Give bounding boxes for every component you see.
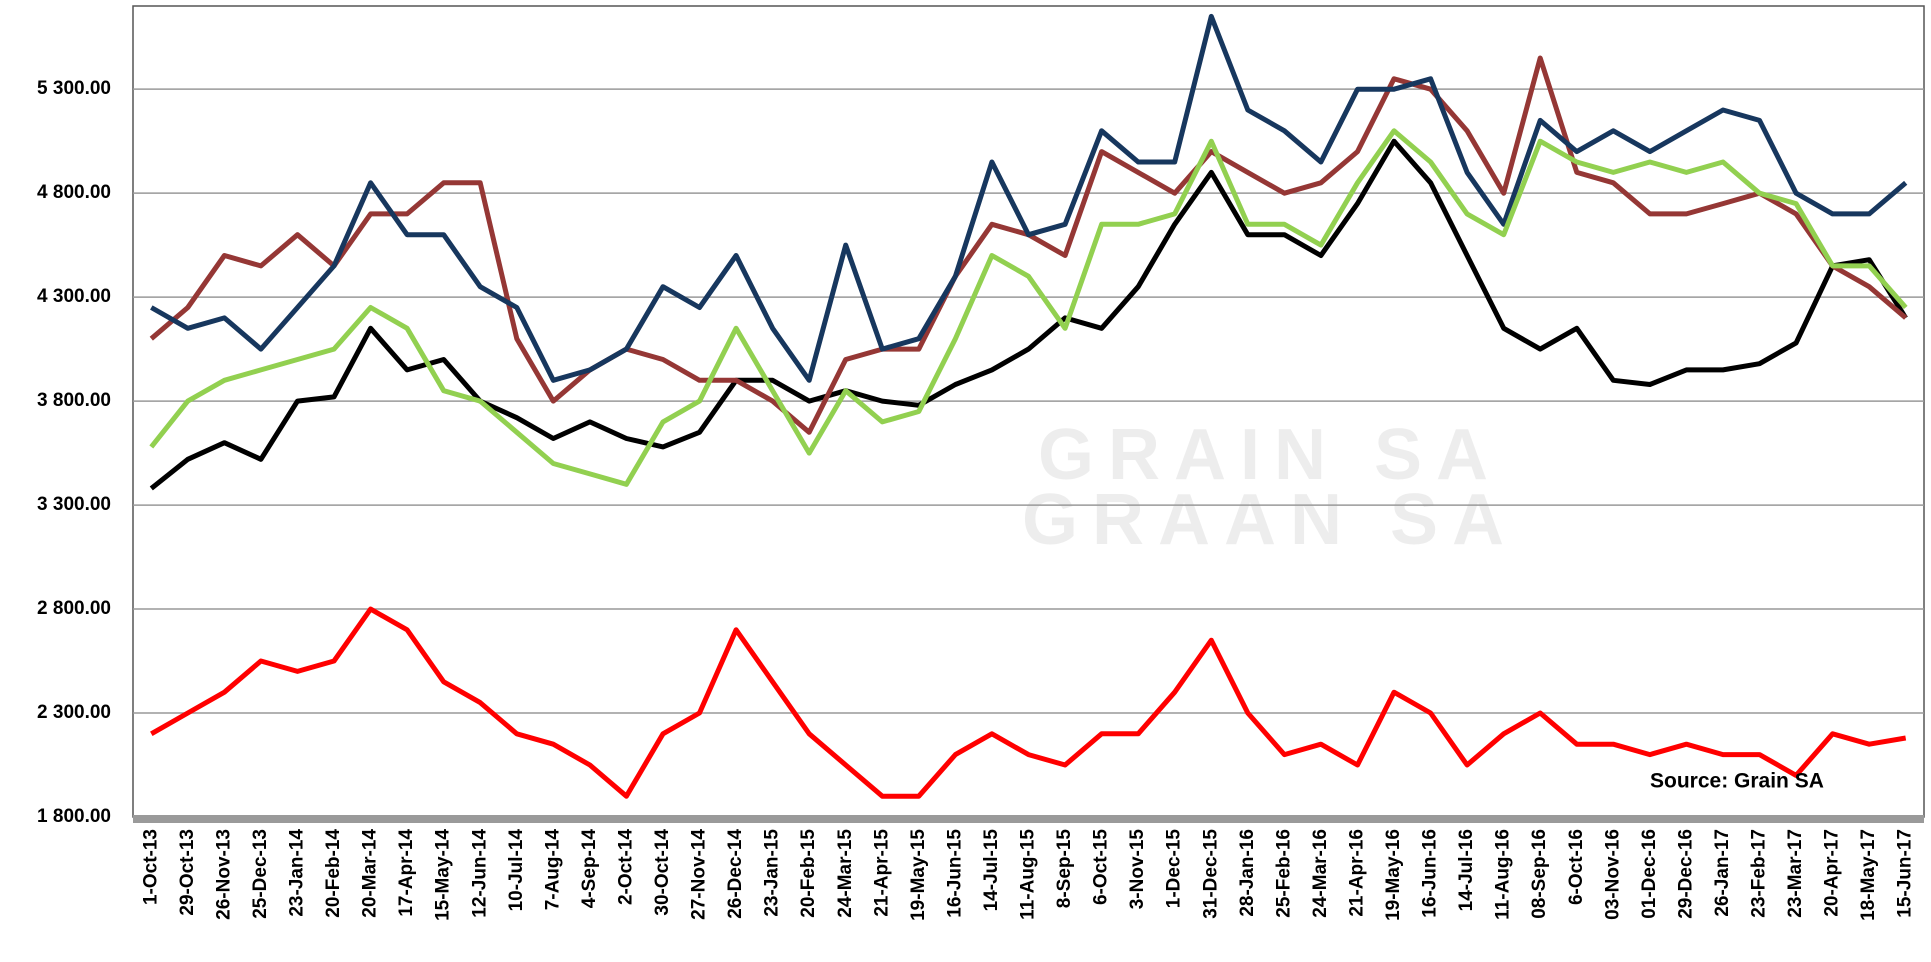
x-axis-band (133, 815, 1924, 823)
x-tick-label: 20-Feb-14 (323, 829, 344, 918)
y-tick-label: 4 300.00 (37, 286, 111, 307)
plot-frame (132, 5, 1925, 818)
watermark: GRAIN SA (1038, 415, 1502, 495)
x-tick-label: 25-Feb-16 (1273, 829, 1294, 918)
y-tick-label: 3 300.00 (37, 494, 111, 515)
x-tick-label: 7-Aug-14 (542, 829, 563, 911)
y-tick-label: 1 800.00 (37, 806, 111, 827)
x-tick-label: 2-Oct-14 (615, 829, 636, 905)
x-tick-label: 19-May-15 (908, 829, 929, 921)
x-tick-label: 16-Jun-15 (944, 829, 965, 918)
x-tick-label: 20-Apr-17 (1822, 829, 1843, 917)
x-tick-label: 6-Oct-16 (1566, 829, 1587, 905)
x-tick-label: 03-Nov-16 (1602, 829, 1623, 920)
x-tick-label: 1-Dec-15 (1164, 829, 1185, 909)
x-tick-label: 23-Feb-17 (1749, 829, 1770, 918)
x-tick-label: 20-Feb-15 (798, 829, 819, 918)
x-tick-label: 10-Jul-14 (506, 829, 527, 912)
y-tick-label: 2 300.00 (37, 702, 111, 723)
x-tick-label: 11-Aug-15 (1018, 829, 1039, 920)
x-tick-label: 18-May-17 (1858, 829, 1879, 921)
y-tick-label: 5 300.00 (37, 78, 111, 99)
y-tick-label: 4 800.00 (37, 182, 111, 203)
x-tick-label: 31-Dec-15 (1200, 829, 1221, 919)
x-tick-label: 30-Oct-14 (652, 829, 673, 916)
x-tick-label: 12-Jun-14 (469, 829, 490, 918)
x-tick-label: 23-Jan-14 (286, 829, 307, 917)
x-tick-label: 14-Jul-15 (981, 829, 1002, 912)
x-tick-label: 08-Sep-16 (1529, 829, 1550, 919)
x-tick-label: 6-Oct-15 (1091, 829, 1112, 905)
line (149, 128, 1908, 487)
line (150, 606, 1907, 799)
x-tick-label: 8-Sep-15 (1054, 829, 1075, 909)
x-tick-label: 24-Mar-15 (835, 829, 856, 918)
x-tick-label: 17-Apr-14 (396, 829, 417, 917)
x-tick-label: 20-Mar-14 (360, 829, 381, 918)
x-tick-label: 11-Aug-16 (1493, 829, 1514, 920)
x-tick-label: 15-May-14 (433, 829, 454, 921)
x-tick-label: 26-Nov-13 (213, 829, 234, 920)
y-tick-label: 3 800.00 (37, 390, 111, 411)
x-tick-label: 25-Dec-13 (250, 829, 271, 919)
x-tick-label: 29-Oct-13 (177, 829, 198, 916)
x-tick-label: 26-Jan-17 (1712, 829, 1733, 917)
x-tick-label: 26-Dec-14 (725, 829, 746, 919)
watermark: GRAAN SA (1022, 480, 1518, 560)
x-tick-label: 16-Jun-16 (1420, 829, 1441, 918)
x-tick-label: 1-Oct-13 (140, 829, 161, 905)
x-tick-label: 01-Dec-16 (1639, 829, 1660, 919)
x-tick-label: 4-Sep-14 (579, 829, 600, 909)
x-tick-label: 24-Mar-16 (1310, 829, 1331, 918)
x-tick-label: 23-Jan-15 (762, 829, 783, 917)
line (150, 13, 1908, 383)
x-tick-label: 3-Nov-15 (1127, 829, 1148, 910)
x-tick-label: 21-Apr-15 (871, 829, 892, 917)
source-note: Source: Grain SA (1650, 770, 1824, 793)
y-tick-label: 2 800.00 (37, 598, 111, 619)
line (149, 55, 1908, 435)
x-tick-label: 15-Jun-17 (1895, 829, 1916, 918)
x-tick-label: 21-Apr-16 (1346, 829, 1367, 917)
x-tick-label: 19-May-16 (1383, 829, 1404, 921)
x-tick-label: 29-Dec-16 (1675, 829, 1696, 919)
line (149, 138, 1908, 491)
x-tick-label: 27-Nov-14 (689, 829, 710, 920)
x-tick-label: 28-Jan-16 (1237, 829, 1258, 917)
x-tick-label: 23-Mar-17 (1785, 829, 1806, 918)
x-tick-label: 14-Jul-16 (1456, 829, 1477, 911)
